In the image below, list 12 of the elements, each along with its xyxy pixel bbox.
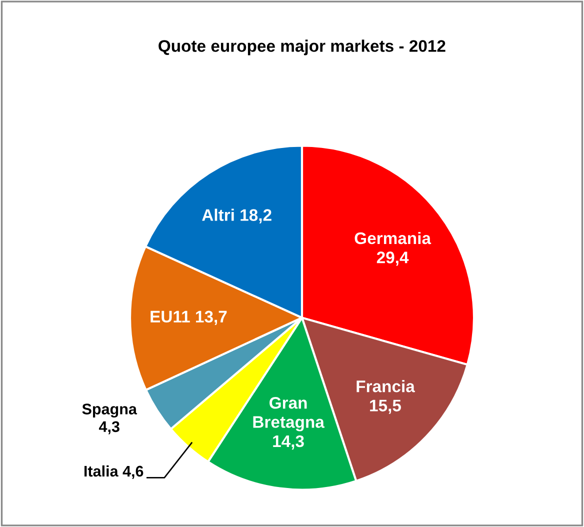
chart-title: Quote europee major markets - 2012 (158, 40, 446, 56)
slice-label: Spagna (82, 404, 138, 418)
data-label: 29,4 (376, 252, 409, 266)
slice-label: EU11 13,7 (150, 310, 227, 325)
slice-label: Altri 18,2 (202, 208, 272, 224)
slice-label: Germania (354, 232, 432, 244)
data-label: 15,5 (370, 400, 401, 414)
slice-label: Gran Bretagna (253, 396, 325, 432)
slice-label: Italia 4,6 (84, 465, 144, 479)
data-label: 14,3 (273, 435, 304, 450)
slice-label: Francia (356, 380, 415, 392)
data-label: 4,3 (98, 421, 120, 434)
